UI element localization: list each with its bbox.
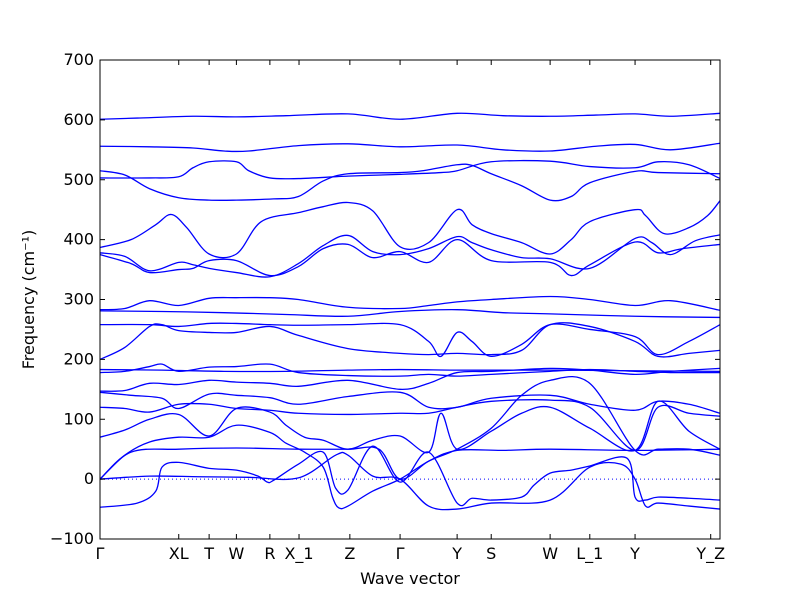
band-line-7 [100,238,720,277]
x-tick-label: Z [344,544,355,563]
band-line-20 [100,445,720,508]
y-tick-label: 100 [63,409,94,428]
x-tick-label: W [228,544,244,563]
band-line-9 [100,309,720,319]
band-line-8 [100,295,720,311]
x-tick-label: XL [169,544,189,563]
y-axis-label: Frequency (cm⁻¹) [19,230,38,369]
band-line-2 [100,142,720,153]
y-tick-label: −100 [50,529,94,548]
y-axis-ticks: −100 0 100 200 300 400 500 600 700 [50,50,720,548]
y-tick-label: 300 [63,290,94,309]
x-tick-label: S [486,544,496,563]
band-line-6 [100,234,720,278]
y-tick-label: 200 [63,349,94,368]
x-tick-label: Y_Z [695,544,725,564]
x-tick-label: X_1 [284,544,313,564]
x-tick-label: Y [451,544,462,563]
band-line-18 [100,376,720,510]
band-line-19 [100,446,720,480]
band-line-3 [100,163,720,202]
band-line-11 [100,322,720,360]
band-line-1 [100,112,720,120]
band-line-15 [100,391,720,414]
band-line-14 [100,367,720,392]
y-tick-label: 0 [84,469,94,488]
x-tick-label: W [542,544,558,563]
x-tick-label: R [264,544,275,563]
band-line-10 [100,322,720,358]
y-tick-label: 700 [63,50,94,69]
y-tick-label: 500 [63,170,94,189]
y-tick-label: 600 [63,110,94,129]
x-axis-ticks: Γ XL T W R X_1 Z Γ Y S W L_1 Y Y_Z [96,60,725,564]
x-tick-label: Γ [396,544,405,563]
band-lines [100,112,720,511]
x-tick-label: T [203,544,214,563]
band-line-17 [100,400,720,454]
band-line-5 [100,200,720,259]
band-line-21 [100,451,720,511]
x-tick-label: L_1 [576,544,603,564]
band-line-4 [100,159,720,180]
x-tick-label: Γ [96,544,105,563]
x-tick-label: Y [629,544,640,563]
y-tick-label: 400 [63,230,94,249]
x-axis-label: Wave vector [360,569,460,588]
